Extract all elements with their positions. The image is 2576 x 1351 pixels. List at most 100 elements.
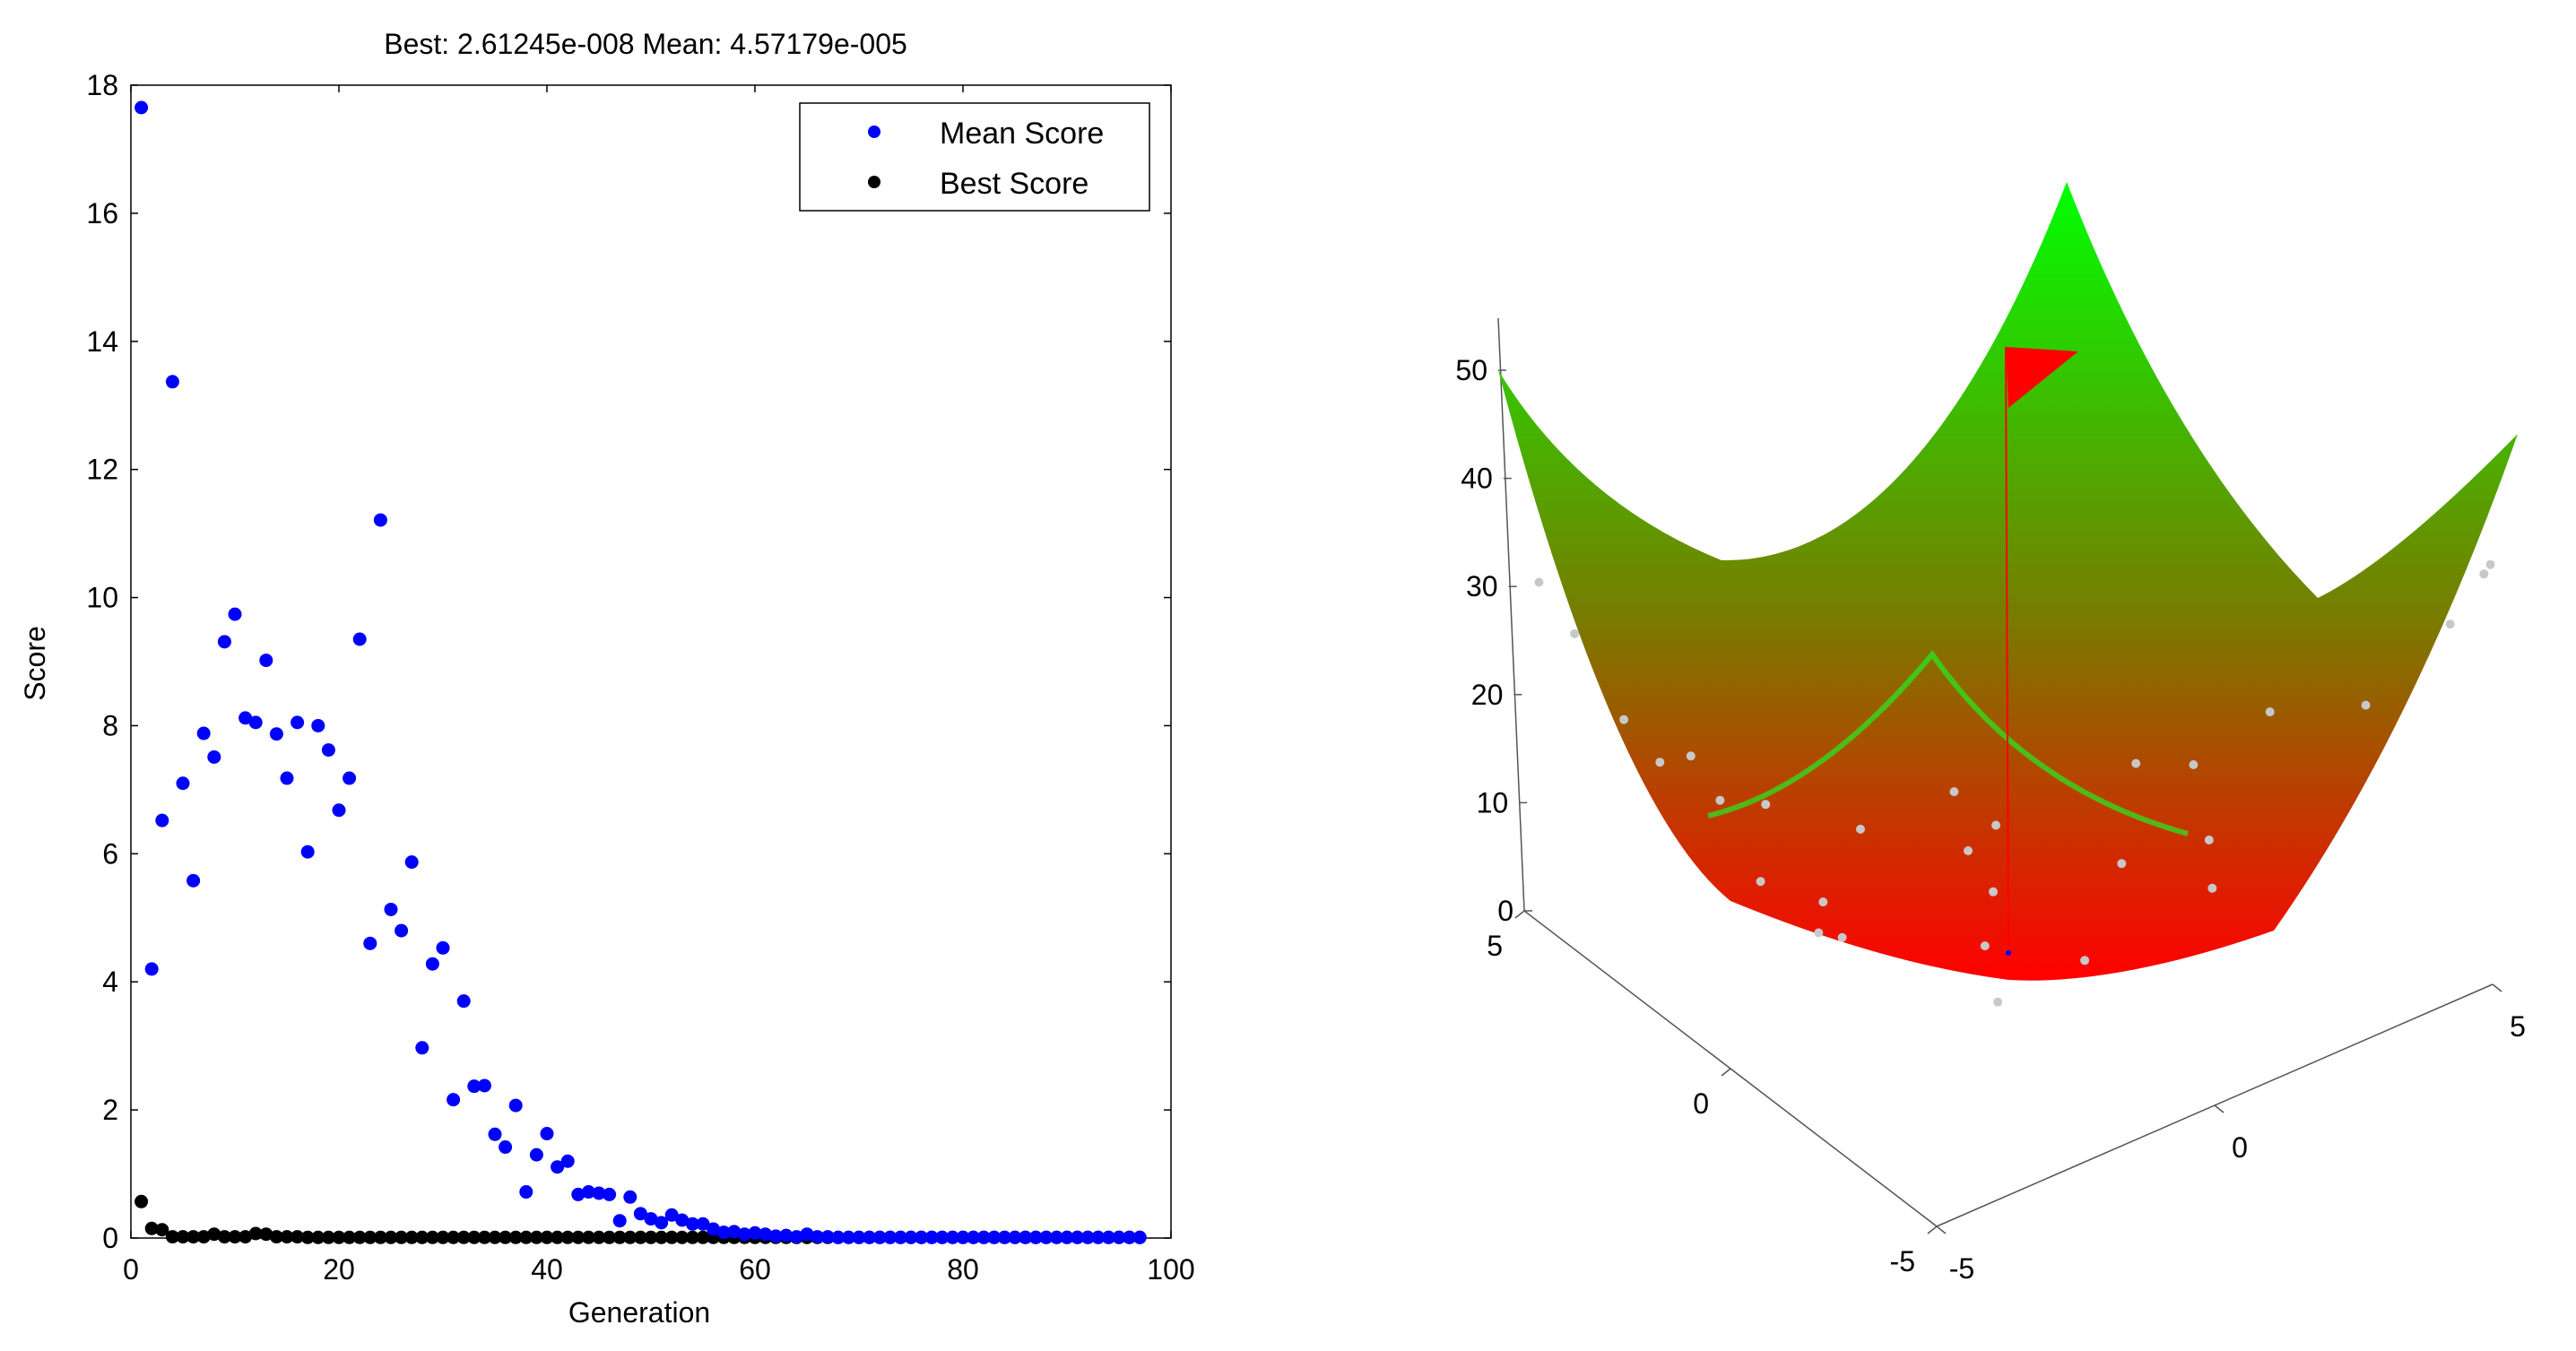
best-score-point: [300, 1230, 315, 1244]
y-tick-label-3d: 5: [2510, 1010, 2526, 1043]
mean-score-point: [176, 776, 190, 791]
legend-box: [799, 102, 1150, 212]
population-point: [1837, 932, 1847, 942]
best-score-point: [207, 1227, 221, 1242]
mean-score-point: [311, 718, 325, 732]
mean-score-point: [134, 100, 149, 115]
best-score-point: [384, 1230, 398, 1244]
best-score-point: [144, 1221, 159, 1235]
y-tick-label: 16: [86, 197, 118, 229]
mean-score-point: [581, 1185, 595, 1199]
y-tick-label: 6: [102, 837, 118, 870]
mean-score-point: [571, 1187, 585, 1201]
x-axis-label: Generation: [568, 1296, 710, 1329]
best-score-point: [633, 1230, 647, 1244]
y-tick-label: 0: [102, 1222, 118, 1254]
best-score-point: [176, 1230, 190, 1244]
x-tick-label: 60: [739, 1253, 771, 1286]
best-score-point: [655, 1230, 669, 1244]
mean-score-point: [1019, 1230, 1033, 1244]
mean-score-point: [499, 1140, 513, 1155]
y-tick-label: 10: [86, 582, 118, 614]
z-axis-ticks: 0 10 20 30 40 50: [1455, 354, 1532, 927]
legend-marker-mean: [868, 126, 880, 138]
population-point: [1993, 997, 2003, 1007]
mean-score-point: [675, 1213, 690, 1227]
population-point: [1856, 824, 1865, 834]
mean-score-point: [165, 375, 179, 389]
z-axis-line: [1497, 317, 1525, 912]
best-score-point: [447, 1230, 461, 1244]
mean-score-point: [425, 957, 439, 971]
mean-score-point: [352, 632, 367, 646]
best-score-point: [332, 1230, 346, 1244]
mean-score-point: [811, 1230, 825, 1244]
mean-score-point: [248, 715, 263, 730]
best-score-point: [675, 1230, 690, 1244]
z-tick-label: 40: [1461, 463, 1493, 495]
best-score-point: [239, 1230, 253, 1244]
mean-score-point: [696, 1217, 710, 1231]
y-tick-mark-3d: [2492, 983, 2502, 992]
mean-score-point: [363, 936, 377, 950]
mean-score-point: [915, 1230, 929, 1244]
population-point: [1980, 941, 1990, 951]
population-point: [1949, 787, 1959, 797]
mean-score-point: [1028, 1230, 1043, 1244]
population-point: [1818, 897, 1828, 907]
best-score-point: [499, 1230, 513, 1244]
legend-label-best: Best Score: [940, 167, 1089, 201]
mean-score-point: [1008, 1230, 1022, 1244]
population-point: [2131, 758, 2141, 768]
mean-score-point: [332, 803, 346, 818]
x-tick-label: 0: [123, 1253, 139, 1286]
mean-score-point: [664, 1208, 679, 1222]
mean-score-point: [467, 1079, 481, 1094]
mean-score-point: [852, 1230, 866, 1244]
mean-score-point: [1132, 1230, 1147, 1244]
mean-score-point: [540, 1127, 554, 1141]
population-point: [2485, 559, 2495, 569]
y-tick-label: 2: [102, 1094, 118, 1126]
y-tick-label: 14: [86, 325, 118, 358]
y-tick-label-3d: 0: [2232, 1131, 2248, 1164]
population-point: [1570, 628, 1580, 638]
population-point: [2080, 956, 2090, 966]
best-score-point: [165, 1230, 179, 1244]
mean-score-point: [217, 635, 231, 649]
legend: Mean Score Best Score: [799, 102, 1150, 212]
best-point-marker: [2006, 950, 2011, 956]
mean-score-point: [239, 711, 253, 725]
mean-score-point: [831, 1230, 846, 1244]
mean-score-point: [1071, 1230, 1085, 1244]
best-score-point: [321, 1230, 335, 1244]
population-point: [1756, 877, 1765, 887]
mean-score-point: [519, 1185, 533, 1199]
x-axis-ticks: 0 20 40 60 80 100: [123, 85, 1195, 1286]
best-score-point: [540, 1230, 554, 1244]
y-tick-label: 8: [102, 709, 118, 741]
mean-score-point: [716, 1225, 731, 1240]
surface-mesh: [1498, 182, 2518, 981]
mean-score-point: [155, 813, 169, 827]
best-score-point: [488, 1230, 502, 1244]
z-tick-label: 10: [1477, 786, 1509, 818]
best-score-point: [592, 1230, 606, 1244]
mean-score-point: [987, 1230, 1002, 1244]
mean-score-point: [384, 902, 398, 916]
plot-title: Best: 2.61245e-008 Mean: 4.57179e-005: [384, 28, 907, 60]
mean-score-point: [551, 1160, 565, 1174]
x-tick-mark-3d: [1721, 1068, 1731, 1077]
mean-score-point: [447, 1093, 461, 1107]
best-score-point: [685, 1230, 699, 1244]
mean-score-point: [436, 940, 450, 955]
mean-score-point: [935, 1230, 950, 1244]
mean-score-point: [623, 1190, 637, 1204]
best-score-point: [311, 1230, 325, 1244]
z-tick-label: 20: [1471, 679, 1504, 711]
population-point: [1814, 928, 1824, 938]
best-score-point: [571, 1230, 585, 1244]
best-score-point: [217, 1230, 231, 1244]
mean-score-point: [508, 1098, 523, 1113]
mean-score-point: [321, 743, 335, 758]
